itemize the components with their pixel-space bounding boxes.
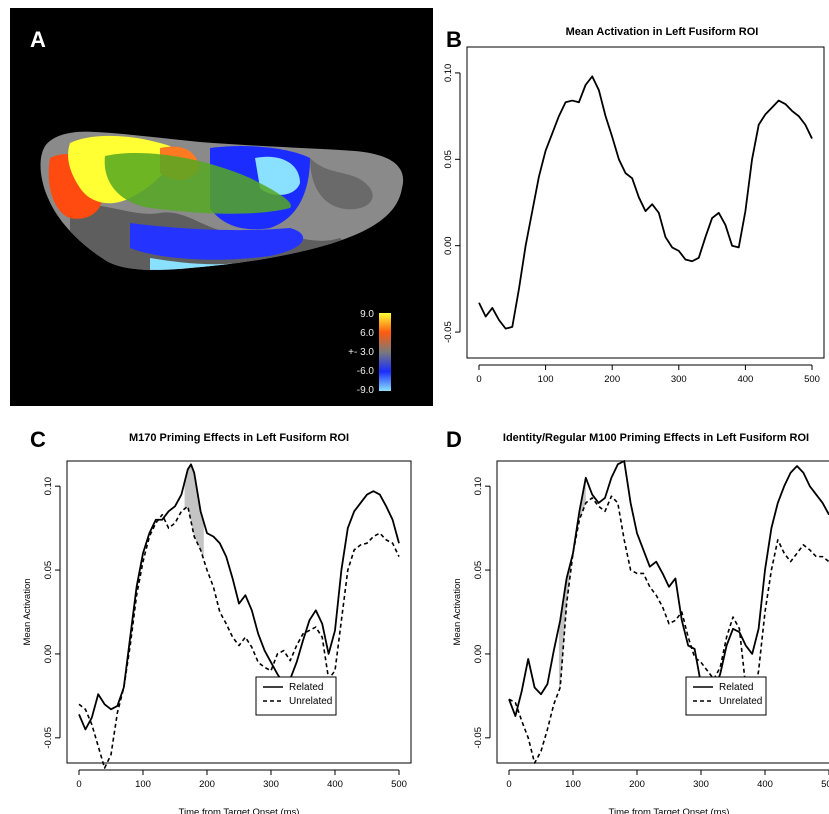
- chart-c-x-tick-label: 400: [327, 779, 343, 790]
- chart-c-legend-label-related: Related: [289, 682, 323, 693]
- brain-surface-image: 9.0 6.0 +- 3.0 -6.0 -9.0: [10, 8, 433, 406]
- chart-d-legend: Related Unrelated: [685, 676, 767, 716]
- colorbar-label-max: 9.0: [360, 309, 374, 320]
- chart-c-x-axis-label: Time from Target Onset (ms): [179, 807, 300, 814]
- chart-c-title: M170 Priming Effects in Left Fusiform RO…: [129, 432, 349, 444]
- chart-c-x-tick-label: 300: [263, 779, 279, 790]
- chart-d-legend-box: [685, 676, 767, 716]
- chart-b-x-tick-label: 200: [604, 374, 620, 385]
- chart-c-y-tick-label: -0.05: [43, 727, 54, 749]
- chart-b-x-tick-label: 0: [476, 374, 481, 385]
- chart-d-legend-label-related: Related: [719, 682, 753, 693]
- chart-b-series-line: [478, 75, 813, 330]
- chart-d-x-tick-label: 500: [821, 779, 829, 790]
- chart-c-x-tick-label: 0: [76, 779, 81, 790]
- chart-c-series-related: [78, 463, 400, 731]
- panel-letter-a: A: [30, 27, 46, 52]
- chart-b-y-tick-label: -0.05: [443, 321, 454, 343]
- colorbar: [379, 313, 391, 391]
- chart-d-frame: [496, 460, 829, 764]
- chart-c-frame: [66, 460, 412, 764]
- chart-c-y-tick-label: 0.05: [43, 561, 54, 580]
- chart-d: Identity/Regular M100 Priming Effects in…: [452, 432, 829, 814]
- chart-c-y-axis-label: Mean Activation: [22, 578, 33, 645]
- chart-b-y-tick-label: 0.05: [443, 150, 454, 169]
- chart-b-y-tick-label: 0.00: [443, 236, 454, 255]
- chart-c-legend-box: [255, 676, 337, 716]
- colorbar-label-threshold: +- 3.0: [348, 347, 374, 358]
- panel-letter-d: D: [446, 427, 462, 452]
- chart-b-frame: [466, 46, 825, 359]
- chart-b-title: Mean Activation in Left Fusiform ROI: [566, 26, 759, 38]
- colorbar-label-high: 6.0: [360, 328, 374, 339]
- chart-d-x-tick-label: 0: [506, 779, 511, 790]
- chart-b-x-tick-label: 100: [538, 374, 554, 385]
- chart-d-x-tick-label: 400: [757, 779, 773, 790]
- chart-b: Mean Activation in Left Fusiform ROI 0 100…: [443, 26, 825, 385]
- chart-d-x-tick-label: 200: [629, 779, 645, 790]
- colorbar-label-min: -9.0: [357, 385, 375, 396]
- chart-d-x-axis-label: Time from Target Onset (ms): [609, 807, 730, 814]
- chart-d-title: Identity/Regular M100 Priming Effects in…: [503, 432, 809, 444]
- chart-b-x-tick-label: 500: [804, 374, 820, 385]
- panel-letter-c: C: [30, 427, 46, 452]
- chart-c-y-tick-label: 0.10: [43, 477, 54, 496]
- chart-d-y-axis-label: Mean Activation: [452, 578, 463, 645]
- chart-c-x-tick-label: 100: [135, 779, 151, 790]
- chart-c: M170 Priming Effects in Left Fusiform RO…: [22, 432, 412, 814]
- chart-d-y-tick-label: -0.05: [473, 727, 484, 749]
- chart-c-legend-label-unrelated: Unrelated: [289, 696, 332, 707]
- chart-c-y-tick-label: 0.00: [43, 645, 54, 664]
- colorbar-label-low: -6.0: [357, 366, 375, 377]
- chart-d-series-related: [508, 460, 829, 717]
- chart-c-x-tick-label: 200: [199, 779, 215, 790]
- chart-d-y-tick-label: 0.00: [473, 645, 484, 664]
- chart-d-x-tick-label: 300: [693, 779, 709, 790]
- chart-d-y-tick-label: 0.10: [473, 477, 484, 496]
- chart-d-shaded-difference: [558, 477, 586, 691]
- inflated-cortex-rendering: 9.0 6.0 +- 3.0 -6.0 -9.0: [40, 131, 404, 396]
- chart-b-x-tick-label: 300: [671, 374, 687, 385]
- chart-d-series-unrelated: [508, 495, 829, 764]
- chart-d-legend-label-unrelated: Unrelated: [719, 696, 762, 707]
- brain-surface: [40, 131, 404, 270]
- panel-letter-b: B: [446, 27, 462, 52]
- chart-c-x-tick-label: 500: [391, 779, 407, 790]
- chart-b-y-tick-label: 0.10: [443, 64, 454, 83]
- chart-c-series-unrelated: [78, 505, 400, 769]
- chart-c-legend: Related Unrelated: [255, 676, 337, 716]
- chart-b-x-tick-label: 400: [737, 374, 753, 385]
- chart-d-y-tick-label: 0.05: [473, 561, 484, 580]
- chart-d-x-tick-label: 100: [565, 779, 581, 790]
- chart-c-shaded-difference: [184, 464, 204, 560]
